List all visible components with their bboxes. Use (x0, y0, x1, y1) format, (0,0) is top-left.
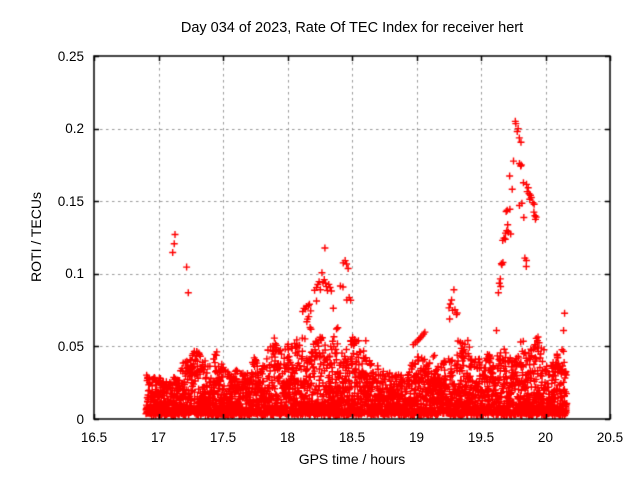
x-tick-label: 17 (150, 430, 167, 445)
y-tick-label: 0.1 (65, 266, 84, 282)
x-tick-label: 16.5 (80, 430, 108, 445)
y-tick-label: 0.05 (57, 338, 84, 354)
x-tick-label: 19 (408, 430, 425, 445)
x-tick-label: 20 (537, 430, 554, 445)
y-tick-label: 0.2 (65, 121, 84, 137)
y-tick-label: 0 (76, 411, 84, 427)
x-axis-label: GPS time / hours (298, 451, 406, 467)
x-tick-label: 18.5 (338, 430, 366, 445)
y-tick-label: 0.15 (57, 193, 84, 209)
y-tick-label: 0.25 (57, 48, 84, 64)
x-tick-label: 17.5 (209, 430, 237, 445)
x-tick-label: 19.5 (467, 430, 495, 445)
chart-title: Day 034 of 2023, Rate Of TEC Index for r… (180, 20, 524, 36)
x-tick-label: 20.5 (596, 430, 624, 445)
x-tick-label: 18 (279, 430, 296, 445)
